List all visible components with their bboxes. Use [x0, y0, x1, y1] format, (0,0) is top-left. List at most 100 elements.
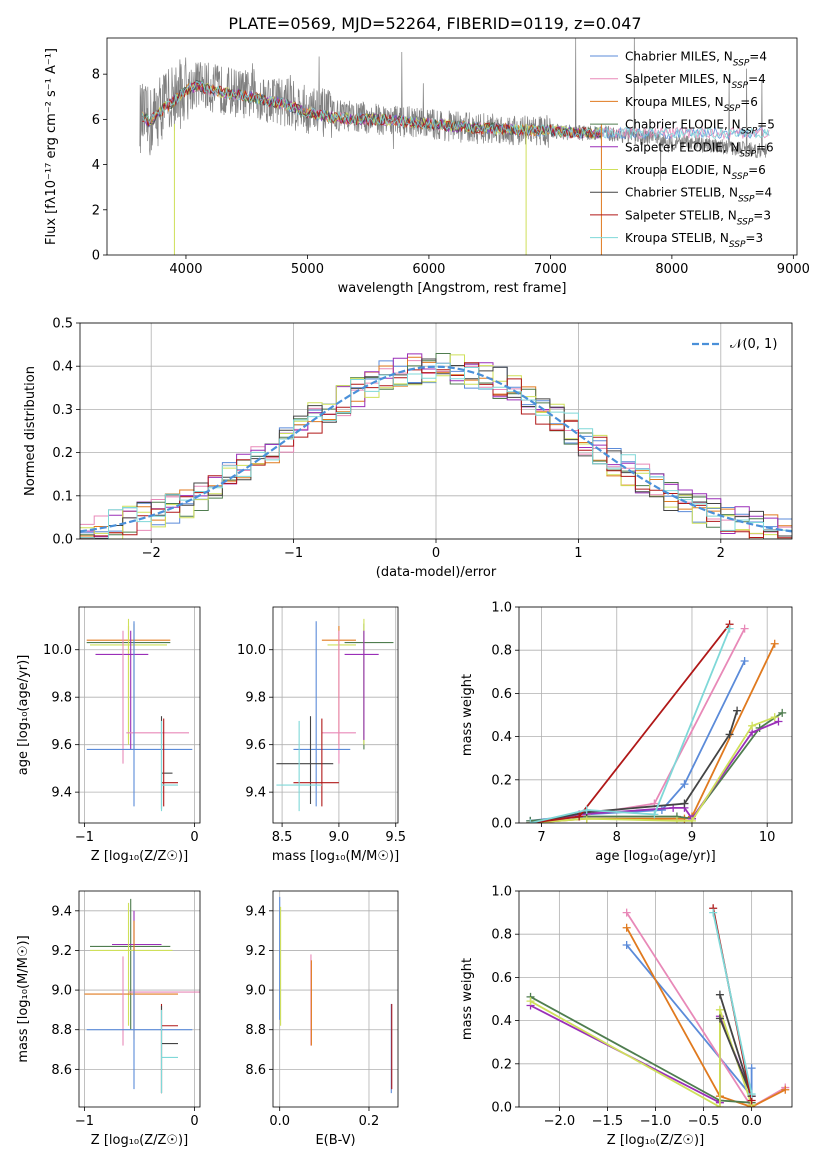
weight-line	[625, 912, 786, 1107]
x-tick-label: 0.0	[269, 1114, 290, 1129]
y-tick-label: 10.0	[237, 643, 266, 658]
weight-line	[530, 643, 776, 823]
x-tick-label: −1	[75, 1114, 94, 1129]
x-tick-label: 0.0	[741, 1114, 762, 1129]
x-tick-label: 0	[190, 830, 198, 845]
axes-frame	[106, 37, 798, 256]
y-axis-label: mass [log₁₀(M/M☉)]	[16, 935, 31, 1062]
legend-entry: Chabrier STELIB, NSSP=4	[625, 186, 772, 205]
weight-marker	[715, 1103, 724, 1107]
y-tick-label: 4	[92, 158, 100, 173]
weight-marker	[733, 706, 742, 715]
y-axis-label: age [log₁₀(age/yr)]	[16, 655, 31, 776]
weight-line	[712, 912, 753, 1095]
chart-residuals: −2 −1 0 1 2 0.0 0.1 0.2 0.3 0.4 0.5 (data-model)/er…	[23, 317, 793, 580]
y-tick-label: 8	[92, 68, 100, 83]
y-tick-label: 0.0	[52, 533, 73, 548]
x-tick-label: 0.2	[359, 1114, 380, 1129]
chart-age-vs-weight: 7 8 9 10 0.0 0.2 0.4 0.6 0.8 1.0 age [log₁₀(age/yr…	[460, 601, 793, 864]
plot-area	[80, 353, 792, 539]
normal-curve	[80, 365, 792, 533]
plots: 4000 5000 6000 7000 8000 900002468wavelength …	[16, 37, 810, 1148]
weight-marker	[622, 941, 631, 949]
y-tick-label: 8.6	[51, 1063, 72, 1078]
y-tick-label: 9.4	[245, 786, 266, 801]
weight-marker	[725, 730, 734, 739]
x-axis-label: Z [log₁₀(Z/Z☉)]	[91, 849, 188, 864]
x-tick-label: 7000	[534, 262, 567, 277]
legend-entry: 𝒩(0, 1)	[730, 337, 777, 352]
grid	[273, 891, 398, 1107]
weight-marker	[770, 639, 779, 648]
axes-frame	[272, 890, 399, 1108]
y-tick-label: 0.6	[491, 687, 512, 702]
axes-frame	[518, 890, 793, 1108]
legend-entry: Chabrier ELODIE, NSSP=5	[625, 118, 775, 137]
x-tick-label: −1	[75, 830, 94, 845]
weight-marker	[680, 799, 689, 808]
y-tick-label: 9.8	[51, 691, 72, 706]
legend-entry: Kroupa ELODIE, NSSP=6	[625, 163, 766, 182]
weight-marker	[747, 1064, 756, 1073]
x-axis-label: wavelength [Angstrom, rest frame]	[338, 281, 567, 296]
y-tick-label: 9.4	[245, 904, 266, 919]
chart-mass-vs-age: 8.5 9.0 9.5 9.4 9.6 9.8 10.0 mass [log₁₀(M/M☉)]	[237, 606, 406, 864]
y-tick-label: 0.5	[52, 317, 73, 332]
x-tick-label: 9.5	[385, 830, 406, 845]
y-tick-label: 9.8	[245, 691, 266, 706]
y-tick-label: 0.4	[491, 1014, 512, 1029]
residual-histogram	[80, 362, 792, 539]
weight-marker	[672, 816, 681, 823]
x-axis-label: Z [log₁₀(Z/Z☉)]	[607, 1133, 704, 1148]
chart-z-vs-age: −1 0 9.4 9.6 9.8 10.0 Z [log₁₀(Z/Z☉)] age [log₁…	[16, 606, 201, 864]
y-tick-label: 0.1	[52, 489, 73, 504]
y-tick-label: 0	[92, 249, 100, 264]
weight-marker	[709, 908, 718, 917]
axes-frame	[518, 606, 793, 824]
chart-spectrum: 4000 5000 6000 7000 8000 9000 0 2 4 6 8 wavelength …	[44, 37, 810, 296]
y-tick-label: 9.0	[51, 984, 72, 999]
legend-entry: Salpeter ELODIE, NSSP=6	[625, 140, 774, 159]
x-tick-label: 1	[574, 546, 582, 561]
grid	[519, 606, 792, 824]
y-axis-label: Normed distribution	[23, 366, 38, 496]
x-tick-label: 7	[537, 830, 545, 845]
x-tick-label: 5000	[291, 262, 324, 277]
weight-marker	[622, 923, 631, 932]
y-tick-label: 9.6	[51, 738, 72, 753]
x-tick-label: −0.5	[688, 1114, 720, 1129]
legend-entry: Salpeter MILES, NSSP=4	[625, 72, 766, 91]
chart-ebv-vs-mass: 0.0 0.2 8.6 8.8 9.0 9.2 9.4 E(B-V)	[245, 890, 399, 1148]
weight-marker	[575, 812, 584, 821]
plot-area	[526, 620, 787, 823]
model-spectrum	[141, 80, 770, 140]
y-tick-label: 6	[92, 113, 100, 128]
y-tick-label: 8.8	[51, 1023, 72, 1038]
weight-marker	[715, 990, 724, 999]
plot-area	[526, 904, 790, 1107]
y-tick-label: 0.4	[491, 730, 512, 745]
x-tick-label: 8000	[655, 262, 688, 277]
x-tick-label: 9	[688, 830, 696, 845]
x-axis-label: Z [log₁₀(Z/Z☉)]	[91, 1133, 188, 1148]
weight-marker	[526, 997, 535, 1006]
weight-marker	[680, 780, 689, 789]
y-tick-label: 0.3	[52, 403, 73, 418]
weight-line	[625, 927, 786, 1107]
x-tick-label: 2	[717, 546, 725, 561]
x-tick-label: 0	[432, 546, 440, 561]
grid	[79, 891, 200, 1107]
y-tick-label: 0.0	[491, 1101, 512, 1116]
chart-z-vs-weight: −2.0 −1.5 −1.0 −0.5 0.0 0.0 0.2 0.4 0.6 0.8 1.0 Z […	[460, 885, 793, 1148]
figure-title: PLATE=0569, MJD=52264, FIBERID=0119, z=0…	[228, 14, 641, 33]
weight-marker	[650, 810, 659, 819]
x-axis-label: E(B-V)	[315, 1133, 355, 1148]
y-tick-label: 0.4	[52, 360, 73, 375]
axes-frame	[78, 890, 201, 1108]
x-tick-label: −1.5	[592, 1114, 624, 1129]
plot-area	[276, 618, 394, 812]
x-tick-label: 6000	[412, 262, 445, 277]
y-tick-label: 0.6	[491, 971, 512, 986]
weight-marker	[774, 717, 783, 726]
